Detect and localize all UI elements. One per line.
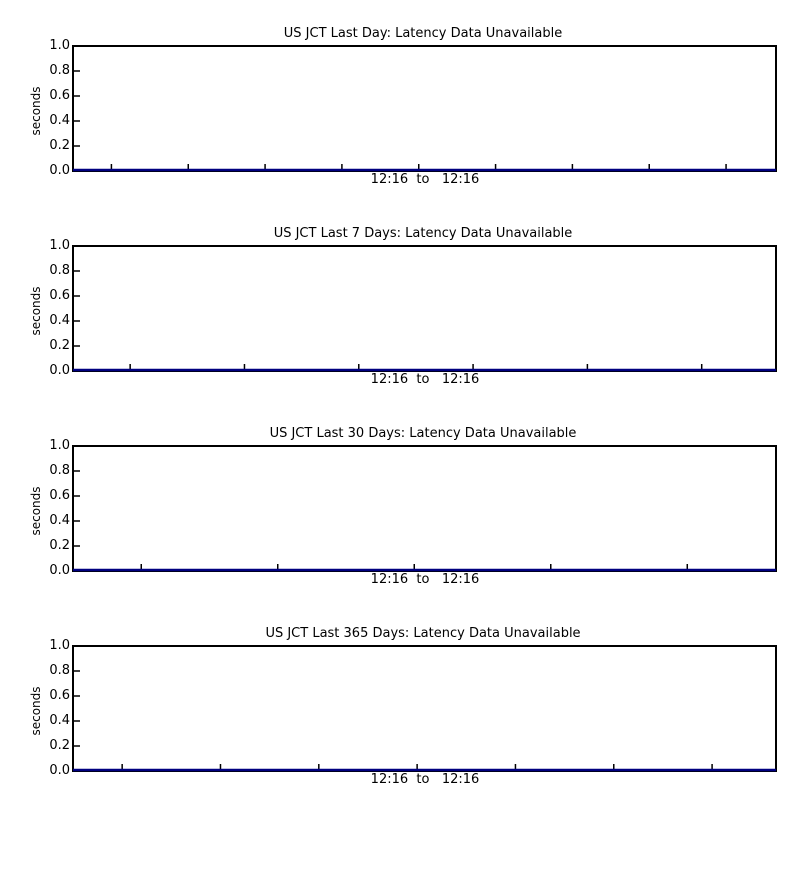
plot-frame [72, 645, 777, 772]
chart-plot-last-365-days [72, 645, 777, 772]
chart-title: US JCT Last 7 Days: Latency Data Unavail… [273, 226, 573, 241]
y-tick-label: 0.8 [49, 63, 70, 78]
chart-plot-last-30-days [72, 445, 777, 572]
y-tick-label: 1.0 [49, 238, 70, 253]
y-tick-label: 0.8 [49, 463, 70, 478]
chart-title: US JCT Last 365 Days: Latency Data Unava… [265, 626, 581, 641]
y-tick-label: 0.0 [49, 563, 70, 578]
plot-frame [72, 45, 777, 172]
y-tick-label: 0.6 [49, 88, 70, 103]
y-tick-label: 0.6 [49, 688, 70, 703]
y-tick-label: 0.2 [49, 538, 70, 553]
x-range-label: 12:16 to 12:16 [370, 772, 480, 787]
chart-panel-last-30-days: US JCT Last 30 Days: Latency Data Unavai… [0, 424, 806, 624]
chart-plot-last-7-days [72, 245, 777, 372]
y-tick-label: 0.8 [49, 263, 70, 278]
chart-panel-last-day: US JCT Last Day: Latency Data Unavailabl… [0, 24, 806, 224]
y-tick-label: 0.0 [49, 363, 70, 378]
chart-panel-last-7-days: US JCT Last 7 Days: Latency Data Unavail… [0, 224, 806, 424]
x-range-label: 12:16 to 12:16 [370, 572, 480, 587]
y-tick-label: 0.2 [49, 338, 70, 353]
y-tick-label: 1.0 [49, 638, 70, 653]
y-tick-label: 0.6 [49, 288, 70, 303]
chart-title: US JCT Last Day: Latency Data Unavailabl… [283, 26, 563, 41]
y-tick-label: 0.0 [49, 163, 70, 178]
y-tick-label: 1.0 [49, 38, 70, 53]
y-tick-label: 0.8 [49, 663, 70, 678]
chart-title: US JCT Last 30 Days: Latency Data Unavai… [269, 426, 577, 441]
y-tick-label: 0.6 [49, 488, 70, 503]
y-tick-label: 0.4 [49, 313, 70, 328]
chart-panel-last-365-days: US JCT Last 365 Days: Latency Data Unava… [0, 624, 806, 824]
y-tick-label: 0.4 [49, 113, 70, 128]
chart-plot-last-day [72, 45, 777, 172]
plot-frame [72, 245, 777, 372]
x-range-label: 12:16 to 12:16 [370, 172, 480, 187]
y-tick-label: 0.2 [49, 138, 70, 153]
y-tick-label: 1.0 [49, 438, 70, 453]
y-tick-label: 0.2 [49, 738, 70, 753]
x-range-label: 12:16 to 12:16 [370, 372, 480, 387]
y-tick-label: 0.4 [49, 713, 70, 728]
y-tick-label: 0.4 [49, 513, 70, 528]
y-tick-label: 0.0 [49, 763, 70, 778]
plot-frame [72, 445, 777, 572]
